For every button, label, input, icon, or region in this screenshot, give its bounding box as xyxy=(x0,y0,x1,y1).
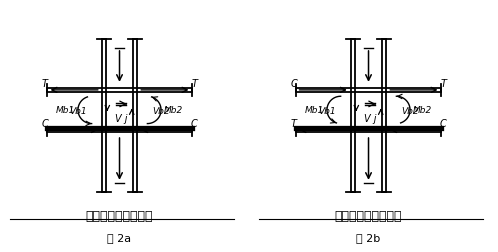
Text: 图 2a: 图 2a xyxy=(108,232,131,242)
Text: 图 2b: 图 2b xyxy=(357,232,380,242)
Text: Mb2: Mb2 xyxy=(413,106,432,115)
Text: C: C xyxy=(290,78,297,88)
Text: C: C xyxy=(440,118,447,128)
Text: Mb1: Mb1 xyxy=(56,106,75,115)
Text: V j: V j xyxy=(364,113,376,123)
Text: C: C xyxy=(41,118,48,128)
Text: T: T xyxy=(191,78,197,88)
Text: C: C xyxy=(191,118,198,128)
Text: 水平荷载下节点内力: 水平荷载下节点内力 xyxy=(335,209,402,222)
Text: T: T xyxy=(42,78,48,88)
Text: Mb1: Mb1 xyxy=(305,106,324,115)
Text: V j: V j xyxy=(115,113,127,123)
Text: T: T xyxy=(440,78,446,88)
Text: Vb1: Vb1 xyxy=(318,107,336,116)
Text: Vb1: Vb1 xyxy=(69,107,87,116)
Text: T: T xyxy=(291,118,297,128)
Text: Vb2: Vb2 xyxy=(152,107,170,116)
Text: Vb2: Vb2 xyxy=(401,107,419,116)
Text: Mb2: Mb2 xyxy=(164,106,183,115)
Text: 竖向荷载下节点内力: 竖向荷载下节点内力 xyxy=(86,209,153,222)
